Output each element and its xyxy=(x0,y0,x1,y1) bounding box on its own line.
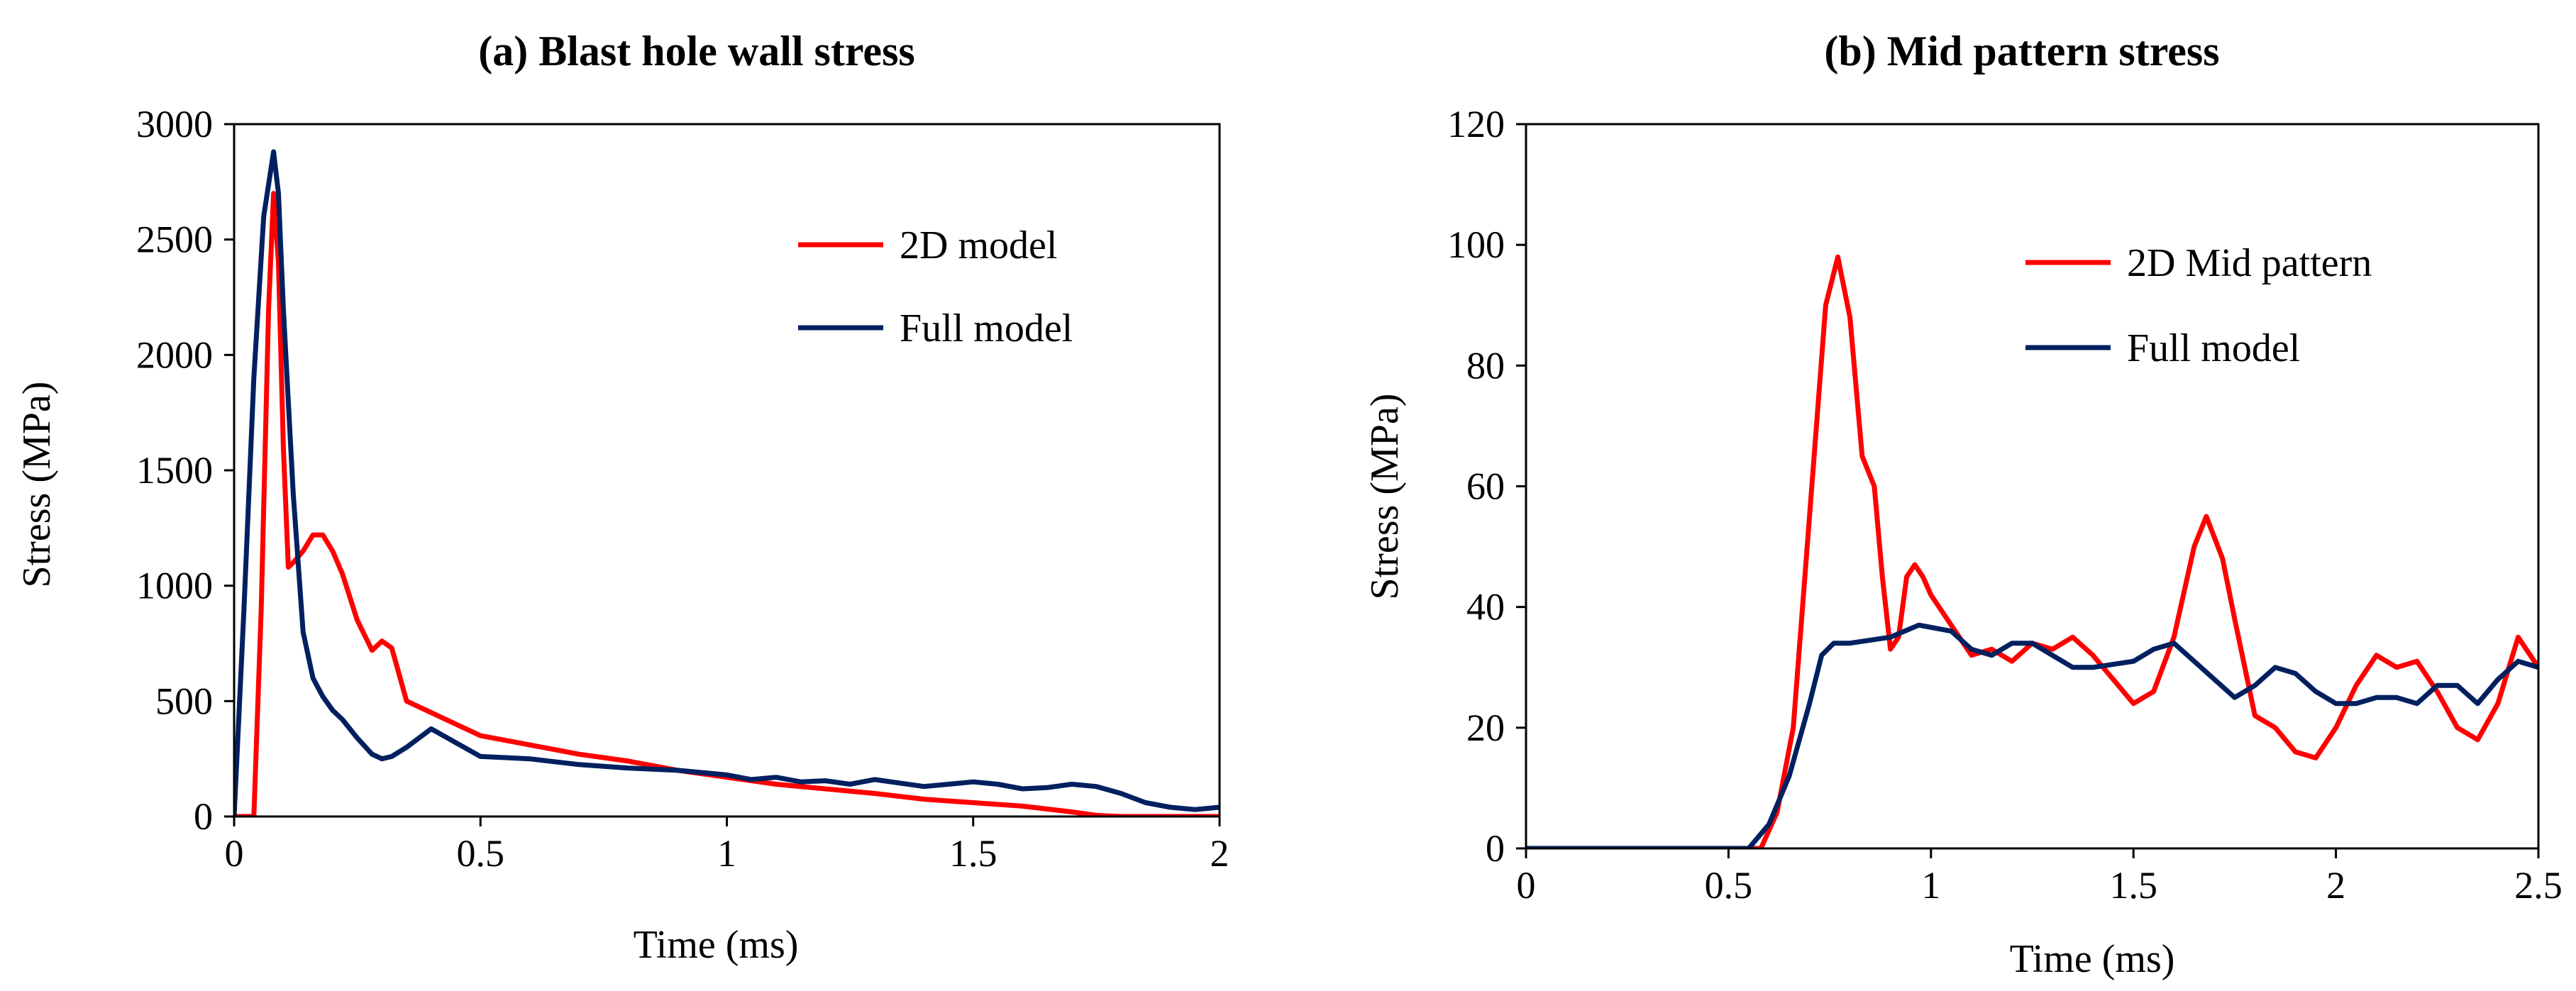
x-tick-label: 2 xyxy=(1210,832,1229,875)
tick-labels-group: 0 0.5 1 1.5 2 0 500 1000 1500 2000 2500 3000 xyxy=(136,103,1229,875)
series-group xyxy=(234,149,1220,816)
tick-labels-group: 0 0.5 1 1.5 2 2.5 0 20 40 60 80 100 120 xyxy=(1447,103,2563,907)
series-group xyxy=(1526,254,2538,848)
x-tick-label: 2.5 xyxy=(2514,864,2563,907)
y-tick-label: 1500 xyxy=(136,449,213,492)
y-tick-label: 1000 xyxy=(136,565,213,607)
y-tick-label: 500 xyxy=(155,680,213,722)
y-axis-label: Stress (MPa) xyxy=(1363,394,1407,600)
chart-panel-b: (b) Mid pattern stress 0 0.5 1 1.5 2 2.5 0 20 40… xyxy=(1363,28,2563,981)
x-tick-label: 0 xyxy=(225,832,244,875)
y-tick-label: 3000 xyxy=(136,103,213,145)
x-axis-label: Time (ms) xyxy=(634,923,799,967)
y-tick-label: 120 xyxy=(1447,103,1505,145)
series-line-2d-mid-pattern xyxy=(1526,254,2538,848)
series-line-2d-model xyxy=(234,191,1220,816)
y-tick-label: 40 xyxy=(1466,586,1505,629)
y-tick-label: 2500 xyxy=(136,218,213,261)
plot-area-frame xyxy=(1525,123,2540,850)
series-line-full-model xyxy=(234,149,1220,816)
plot-area-frame xyxy=(233,123,1221,818)
y-tick-label: 20 xyxy=(1466,707,1505,749)
y-axis-label: Stress (MPa) xyxy=(15,382,59,588)
x-tick-label: 1.5 xyxy=(2109,864,2157,907)
legend-label-full-model: Full model xyxy=(2127,326,2300,370)
legend-label-2d-model: 2D model xyxy=(900,223,1057,267)
x-axis-label: Time (ms) xyxy=(2010,937,2175,981)
y-tick-label: 0 xyxy=(1486,827,1505,870)
y-tick-label: 2000 xyxy=(136,333,213,376)
x-tick-label: 2 xyxy=(2326,864,2345,907)
y-tick-label: 80 xyxy=(1466,344,1505,387)
y-tick-label: 100 xyxy=(1447,223,1505,266)
x-tick-label: 0 xyxy=(1517,864,1536,907)
legend-label-full-model: Full model xyxy=(900,306,1073,350)
chart-panel-a: (a) Blast hole wall stress 0 0.5 1 1.5 2 0 500… xyxy=(15,28,1229,967)
legend-label-2d-mid-pattern: 2D Mid pattern xyxy=(2127,241,2372,285)
x-tick-label: 1 xyxy=(717,832,736,875)
x-tick-label: 1 xyxy=(1921,864,1940,907)
x-tick-label: 0.5 xyxy=(1705,864,1753,907)
x-tick-label: 0.5 xyxy=(457,832,505,875)
chart-title: (a) Blast hole wall stress xyxy=(478,28,915,74)
chart-title: (b) Mid pattern stress xyxy=(1824,28,2219,74)
y-tick-label: 0 xyxy=(194,795,213,838)
legend: 2D model Full model xyxy=(798,223,1073,350)
series-line-full-model xyxy=(1526,622,2538,848)
y-tick-label: 60 xyxy=(1466,465,1505,508)
x-tick-label: 1.5 xyxy=(949,832,997,875)
legend: 2D Mid pattern Full model xyxy=(2025,241,2372,370)
